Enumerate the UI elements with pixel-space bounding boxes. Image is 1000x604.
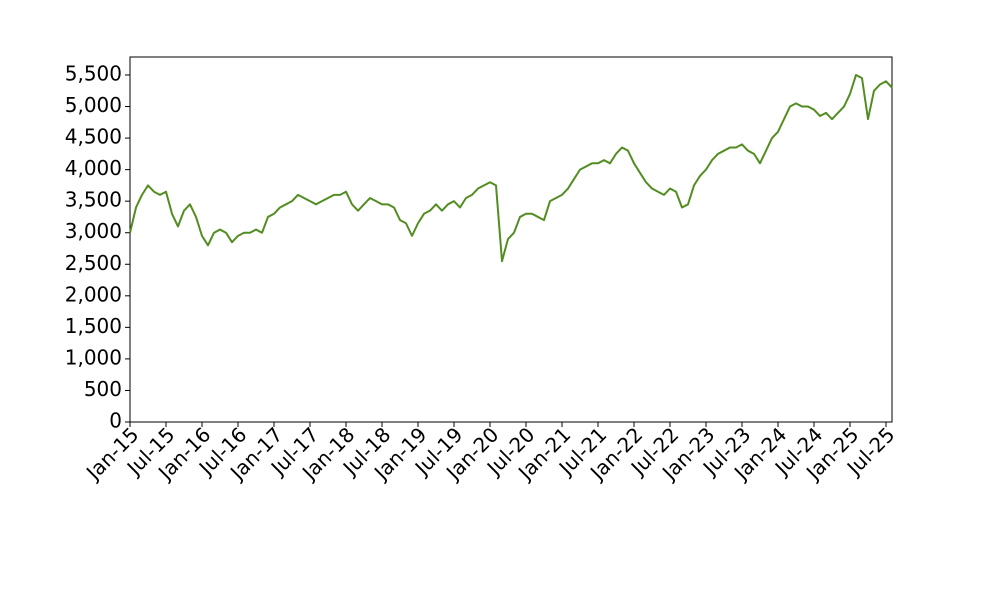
y-tick-label: 500 (84, 377, 122, 401)
y-tick-label: 3,000 (65, 219, 122, 243)
y-tick-label: 4,500 (65, 125, 122, 149)
y-tick-label: 5,500 (65, 61, 122, 85)
y-tick-label: 2,500 (65, 251, 122, 275)
y-tick-label: 4,000 (65, 156, 122, 180)
y-tick-label: 3,500 (65, 188, 122, 212)
y-tick-label: 5,000 (65, 93, 122, 117)
y-tick-label: 1,500 (65, 314, 122, 338)
y-tick-label: 2,000 (65, 282, 122, 306)
y-tick-label: 1,000 (65, 345, 122, 369)
y-tick-label: 0 (109, 409, 122, 433)
plot-frame (129, 56, 893, 423)
data-line (129, 73, 893, 263)
